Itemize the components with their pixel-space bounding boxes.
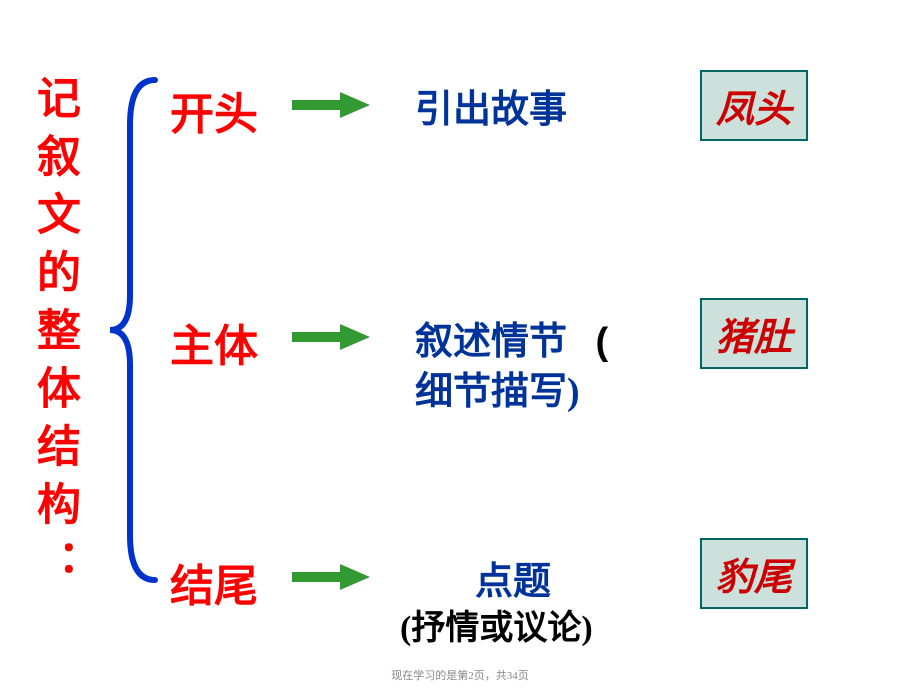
section-label-2: 主体 bbox=[170, 310, 258, 374]
badge-1: 凤头 bbox=[700, 70, 808, 141]
description-sub-3: (抒情或议论) bbox=[400, 600, 593, 649]
badge-3: 豹尾 bbox=[700, 538, 808, 609]
section-label-1: 开头 bbox=[170, 78, 258, 142]
footer-text: 现在学习的是第2页，共34页 bbox=[0, 667, 920, 683]
brace-icon bbox=[105, 75, 160, 585]
description-sub-2: 细节描写) bbox=[415, 360, 580, 415]
arrow-icon-3 bbox=[290, 562, 370, 592]
description-1: 引出故事 bbox=[415, 78, 567, 133]
description-3: 点题 bbox=[475, 550, 551, 605]
main-title: 记叙文的整体结构： bbox=[35, 75, 85, 597]
section-label-3: 结尾 bbox=[170, 550, 258, 614]
badge-2: 猪肚 bbox=[700, 298, 808, 369]
arrow-icon-2 bbox=[290, 322, 370, 352]
arrow-icon-1 bbox=[290, 90, 370, 120]
description-2: 叙述情节 ( bbox=[415, 310, 608, 365]
